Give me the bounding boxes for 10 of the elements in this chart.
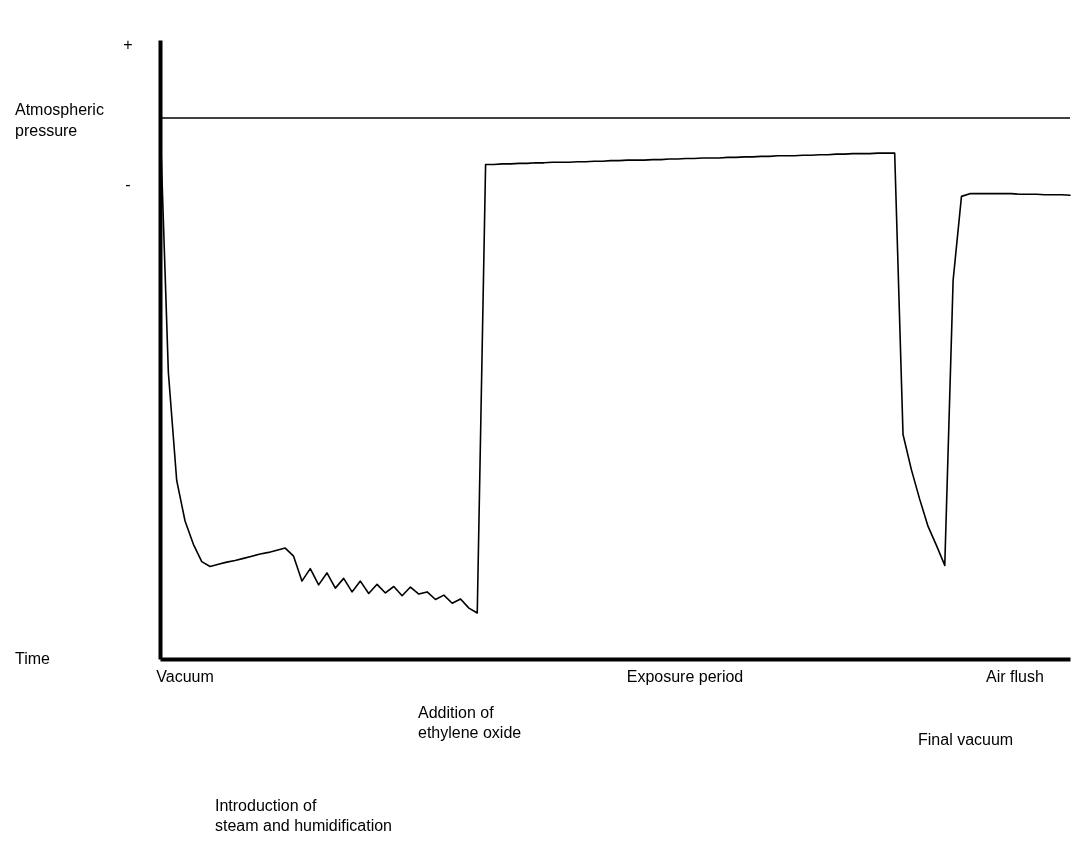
- text: Exposure period: [626, 668, 744, 685]
- text: Air flush: [986, 668, 1044, 685]
- text: Time: [15, 650, 51, 667]
- text: Introduction of steam and humidification: [215, 797, 392, 834]
- text: Final vacuum: [918, 731, 1014, 748]
- text: Vacuum: [156, 668, 214, 685]
- ref-line-label: Atmospheric pressure: [15, 100, 104, 139]
- text: -: [125, 176, 131, 193]
- text: +: [123, 36, 133, 53]
- text: Addition of ethylene oxide: [418, 704, 522, 741]
